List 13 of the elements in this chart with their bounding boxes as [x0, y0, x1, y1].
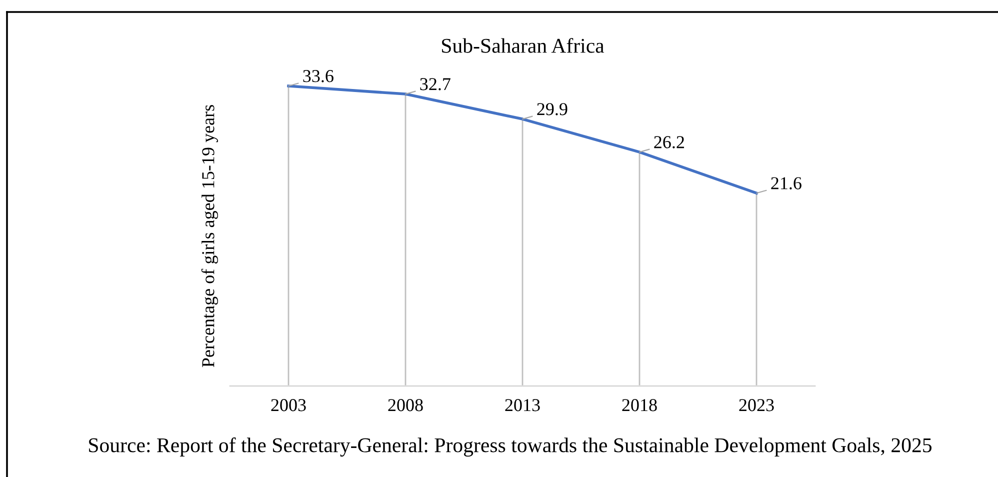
data-label: 33.6	[303, 70, 334, 82]
x-tick-label: 2018	[622, 399, 657, 412]
data-label: 29.9	[537, 103, 568, 116]
chart-title: Sub-Saharan Africa	[442, 38, 604, 53]
y-axis-title: Percentage of girls aged 15-19 years	[201, 105, 218, 368]
x-tick-label: 2003	[271, 399, 306, 412]
data-label: 21.6	[771, 177, 802, 190]
x-tick-label: 2013	[505, 399, 540, 412]
source-note: Source: Report of the Secretary-General: Progress towards the Sustainable Development Goals, 2025	[89, 437, 932, 457]
data-label: 26.2	[654, 136, 684, 148]
x-tick-label: 2008	[388, 399, 423, 412]
x-tick-label: 2023	[739, 399, 774, 412]
data-label: 32.7	[420, 78, 450, 90]
